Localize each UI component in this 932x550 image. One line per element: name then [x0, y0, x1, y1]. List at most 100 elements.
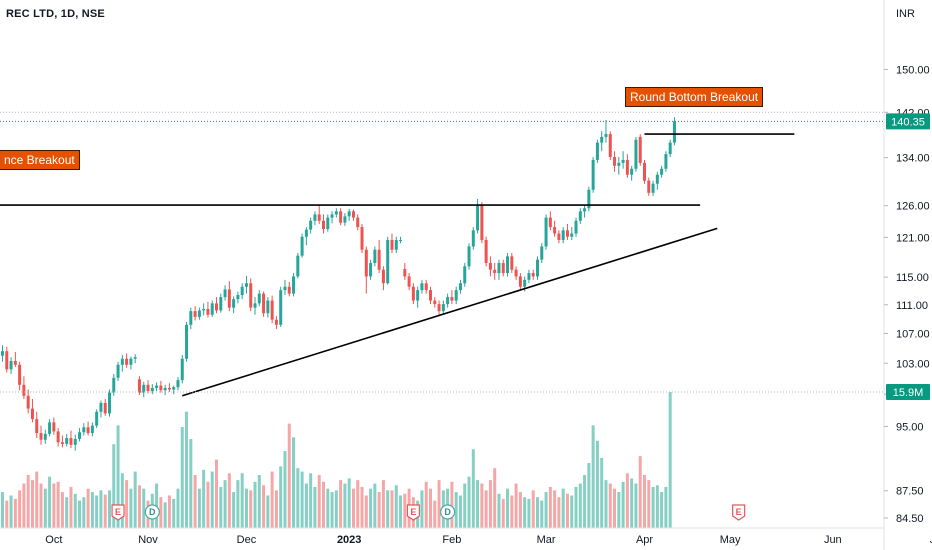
volume-bar	[270, 471, 274, 528]
volume-bar	[279, 466, 283, 528]
time-tick-label: May	[720, 534, 741, 546]
volume-bar	[137, 485, 141, 528]
volume-bar	[5, 500, 9, 528]
volume-bar	[647, 480, 651, 528]
candle-body	[43, 433, 47, 440]
volume-bar	[424, 481, 428, 528]
volume-bar	[82, 497, 86, 528]
volume-bar	[660, 492, 664, 528]
volume-bar	[43, 488, 47, 528]
time-tick-label: Dec	[237, 534, 257, 546]
volume-bar	[116, 425, 120, 528]
candle-body	[120, 358, 124, 365]
volume-bar	[142, 488, 146, 528]
candle-body	[429, 290, 432, 301]
volume-bar	[501, 498, 505, 528]
candle-body	[180, 358, 184, 381]
candle-body	[99, 402, 103, 412]
candle-body	[420, 283, 424, 291]
candle-body	[497, 262, 501, 274]
volume-bar	[570, 495, 574, 528]
volume-bar	[108, 490, 111, 528]
volume-bar	[262, 485, 266, 528]
volume-bar	[296, 468, 300, 528]
volume-bar	[112, 444, 116, 528]
volume-bar	[655, 485, 659, 528]
price-tags: 140.35 15.9M	[886, 113, 930, 400]
volume-bar	[39, 483, 43, 528]
volume-bar	[30, 480, 34, 528]
price-tick-label: 107.00	[896, 328, 930, 340]
candle-body	[394, 239, 398, 250]
candle-body	[227, 289, 231, 308]
candle-body	[296, 255, 300, 277]
candle-body	[583, 208, 587, 212]
volume-bar	[565, 493, 569, 528]
volume-bar	[429, 488, 432, 528]
candle-body	[22, 384, 26, 396]
volume-bar	[172, 498, 176, 528]
annotation-left-breakout[interactable]: nce Breakout	[0, 150, 80, 170]
candle-body	[232, 299, 236, 308]
volume-bar	[185, 411, 189, 528]
candle-body	[574, 220, 578, 234]
volume-bar	[651, 486, 655, 528]
candle-body	[561, 230, 565, 240]
candle-body	[159, 385, 163, 391]
annotation-round-bottom-breakout[interactable]: Round Bottom Breakout	[625, 87, 764, 107]
volume-bar	[52, 483, 56, 528]
candle-body	[634, 139, 638, 169]
volume-bar	[557, 497, 561, 528]
candle-body	[95, 411, 99, 426]
volume-bar	[330, 492, 334, 528]
candle-body	[565, 230, 569, 237]
volume-bar	[488, 480, 492, 528]
candle-body	[651, 183, 655, 193]
volume-bar	[458, 495, 462, 528]
volume-bar	[103, 494, 107, 528]
candle-body	[167, 387, 171, 390]
candle-body	[493, 269, 497, 274]
candle-body	[570, 233, 574, 237]
candle-body	[381, 269, 385, 284]
candle-body	[69, 438, 73, 445]
dividend-marker	[144, 504, 160, 520]
candle-body	[433, 300, 437, 305]
candle-body	[330, 214, 334, 218]
candle-body	[103, 402, 107, 414]
candle-body	[283, 286, 287, 291]
candle-body	[287, 286, 291, 294]
volume-bar	[548, 486, 552, 528]
volume-bar	[35, 471, 39, 528]
time-tick-label: Ju	[930, 534, 932, 546]
candle-body	[292, 276, 296, 294]
candle-body	[386, 239, 390, 284]
volume-bar	[227, 473, 231, 528]
candle-body	[514, 269, 518, 277]
candle-body	[360, 227, 364, 250]
volume-bar	[189, 439, 193, 528]
last-price-tag	[886, 113, 930, 130]
volume-bar	[518, 492, 522, 528]
time-tick-label: Feb	[442, 534, 461, 546]
volume-bar	[215, 459, 218, 528]
volume-bar	[514, 483, 518, 528]
candle-body	[137, 379, 141, 393]
candle-body	[471, 230, 475, 247]
trendline-ascending-support	[182, 227, 718, 397]
candle-body	[249, 283, 253, 308]
candle-body	[326, 217, 330, 230]
volume-bar	[668, 392, 672, 528]
candle-body	[270, 300, 274, 320]
candle-body	[202, 309, 206, 311]
candle-body	[484, 239, 488, 263]
volume-bar	[65, 497, 69, 528]
volume-bar	[86, 488, 90, 528]
volume-bar	[587, 462, 591, 528]
candle-body	[78, 432, 82, 439]
earnings-marker-label: E	[410, 507, 416, 517]
volume-bar	[351, 488, 355, 528]
